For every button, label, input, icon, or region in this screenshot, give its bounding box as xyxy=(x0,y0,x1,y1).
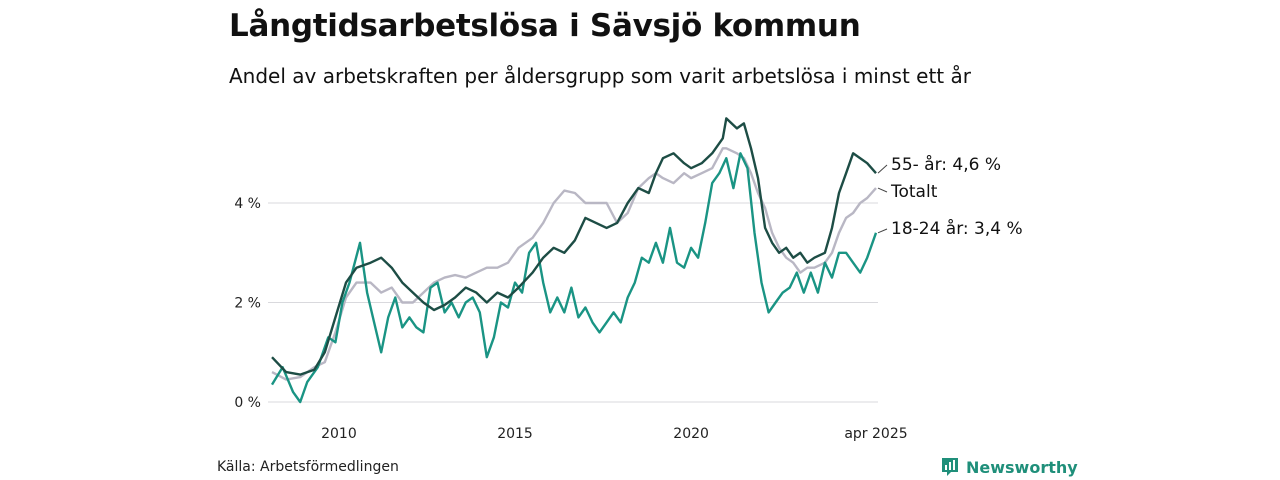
grid-lines xyxy=(268,202,878,403)
brand-logo: Newsworthy xyxy=(940,456,1078,478)
label-leader xyxy=(877,228,888,234)
series-lines xyxy=(270,117,878,404)
x-tick-label: 2015 xyxy=(497,426,533,442)
x-tick-label: apr 2025 xyxy=(844,426,907,442)
series-end-labels: 55- år: 4,6 % Totalt 18-24 år: 3,4 % xyxy=(877,154,1023,239)
x-tick-label: 2010 xyxy=(321,426,357,442)
y-tick-label: 2 % xyxy=(234,296,261,312)
source-note: Källa: Arbetsförmedlingen xyxy=(217,459,399,475)
x-tick-label: 2020 xyxy=(673,426,709,442)
label-leader xyxy=(877,164,888,174)
label-leader xyxy=(877,187,888,193)
brand-name: Newsworthy xyxy=(966,457,1078,477)
y-axis-ticks: 0 % 2 % 4 % xyxy=(234,196,261,411)
series-line xyxy=(271,147,877,381)
series-line xyxy=(270,152,878,404)
chart-subtitle: Andel av arbetskraften per åldersgrupp s… xyxy=(229,64,971,88)
series-end-label: 55- år: 4,6 % xyxy=(891,154,1001,175)
series-end-label: Totalt xyxy=(890,182,938,202)
y-tick-label: 4 % xyxy=(234,196,261,212)
y-tick-label: 0 % xyxy=(234,395,261,411)
newsworthy-icon xyxy=(942,458,958,476)
x-axis-ticks: 2010 2015 2020 apr 2025 xyxy=(321,426,908,442)
chart-title: Långtidsarbetslösa i Sävsjö kommun xyxy=(229,8,861,44)
series-line xyxy=(271,117,877,376)
series-end-label: 18-24 år: 3,4 % xyxy=(891,218,1023,239)
